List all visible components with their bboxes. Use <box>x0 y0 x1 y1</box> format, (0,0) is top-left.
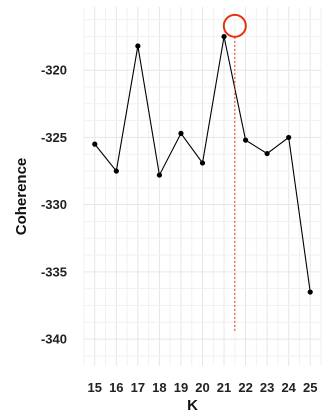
data-point <box>92 141 98 147</box>
data-point <box>178 130 184 136</box>
data-point <box>156 172 163 178</box>
y-tick-label: -335 <box>41 264 67 279</box>
x-tick-label: 17 <box>131 380 145 395</box>
data-point <box>264 150 270 157</box>
x-tick-label: 20 <box>195 380 209 395</box>
data-point <box>221 33 227 40</box>
x-tick-labels: 15 16 17 18 19 20 21 22 23 24 25 <box>88 380 318 395</box>
x-tick-label: 16 <box>109 380 123 395</box>
x-tick-label: 23 <box>260 380 274 395</box>
x-tick-label: 25 <box>303 380 317 395</box>
data-points <box>92 33 313 295</box>
x-tick-label: 21 <box>217 380 231 395</box>
y-axis-label: Coherence <box>13 158 30 236</box>
x-tick-label: 15 <box>88 380 102 395</box>
grid-lines <box>83 7 322 366</box>
x-tick-label: 18 <box>152 380 166 395</box>
y-tick-label: -325 <box>41 130 67 145</box>
data-point <box>113 168 119 174</box>
x-axis-label: K <box>187 397 198 414</box>
y-tick-label: -340 <box>41 332 67 347</box>
y-tick-labels: -320 -325 -330 -335 -340 <box>41 63 67 347</box>
data-point <box>286 134 292 141</box>
x-tick-label: 24 <box>281 380 296 395</box>
data-point <box>242 137 249 143</box>
data-point <box>135 43 141 49</box>
y-tick-label: -320 <box>41 63 67 78</box>
data-point <box>199 160 206 166</box>
x-tick-label: 19 <box>174 380 188 395</box>
y-tick-label: -330 <box>41 197 67 212</box>
data-point <box>307 289 313 295</box>
x-tick-label: 22 <box>238 380 252 395</box>
highlight-circle <box>222 13 247 38</box>
